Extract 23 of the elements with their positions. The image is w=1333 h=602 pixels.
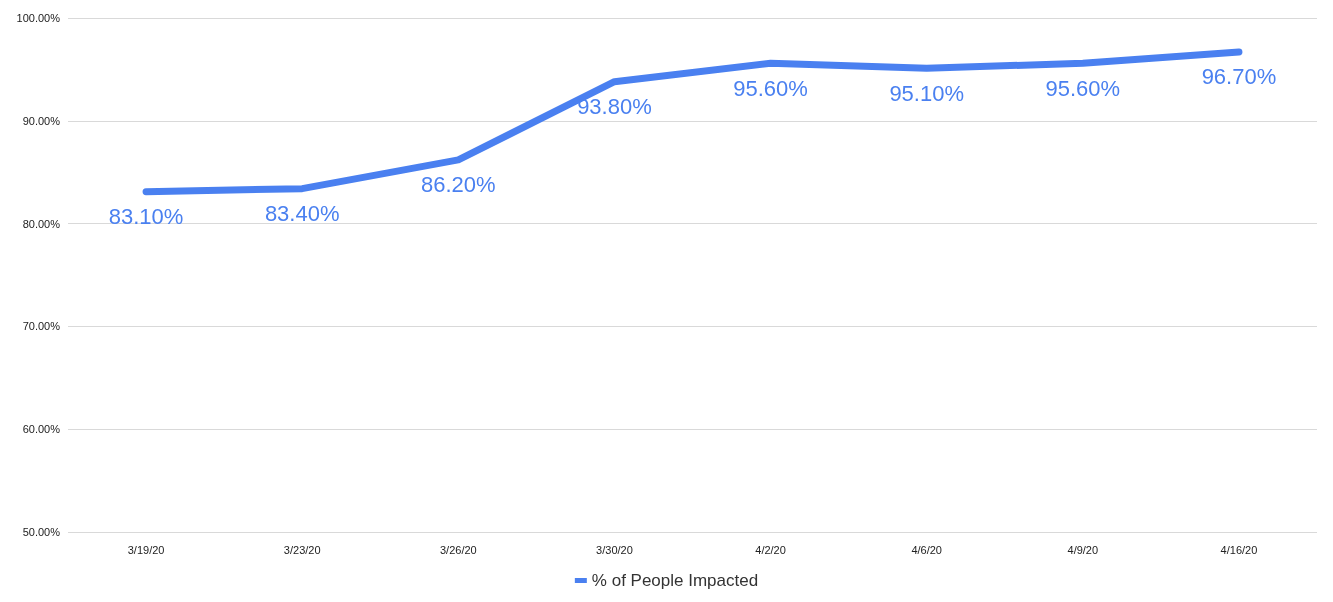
y-tick-label: 50.00% — [22, 526, 61, 538]
data-label: 83.10% — [108, 204, 184, 230]
y-tick-label: 100.00% — [16, 12, 61, 24]
x-tick-label: 4/16/20 — [1220, 543, 1258, 556]
x-tick-label: 3/26/20 — [439, 543, 477, 556]
x-tick-label: 3/19/20 — [127, 543, 165, 556]
y-tick-label: 70.00% — [22, 320, 61, 333]
data-label: 93.80% — [577, 94, 652, 120]
x-tick-label: 3/23/20 — [283, 543, 321, 556]
legend-label: % of People Impacted — [591, 571, 759, 590]
data-label: 95.10% — [889, 80, 964, 106]
data-label: 96.70% — [1201, 64, 1277, 90]
x-tick-label: 4/6/20 — [911, 543, 942, 556]
x-tick-label: 3/30/20 — [596, 543, 633, 556]
data-label: 83.40% — [264, 201, 340, 227]
y-tick-label: 80.00% — [22, 217, 61, 230]
x-tick-label: 4/9/20 — [1067, 543, 1099, 556]
x-tick-label: 4/2/20 — [755, 543, 786, 556]
data-label: 95.60% — [1045, 75, 1121, 101]
data-label: 95.60% — [733, 75, 808, 101]
y-tick-label: 90.00% — [22, 114, 61, 127]
y-tick-label: 60.00% — [22, 423, 61, 436]
data-label: 86.20% — [421, 172, 496, 198]
